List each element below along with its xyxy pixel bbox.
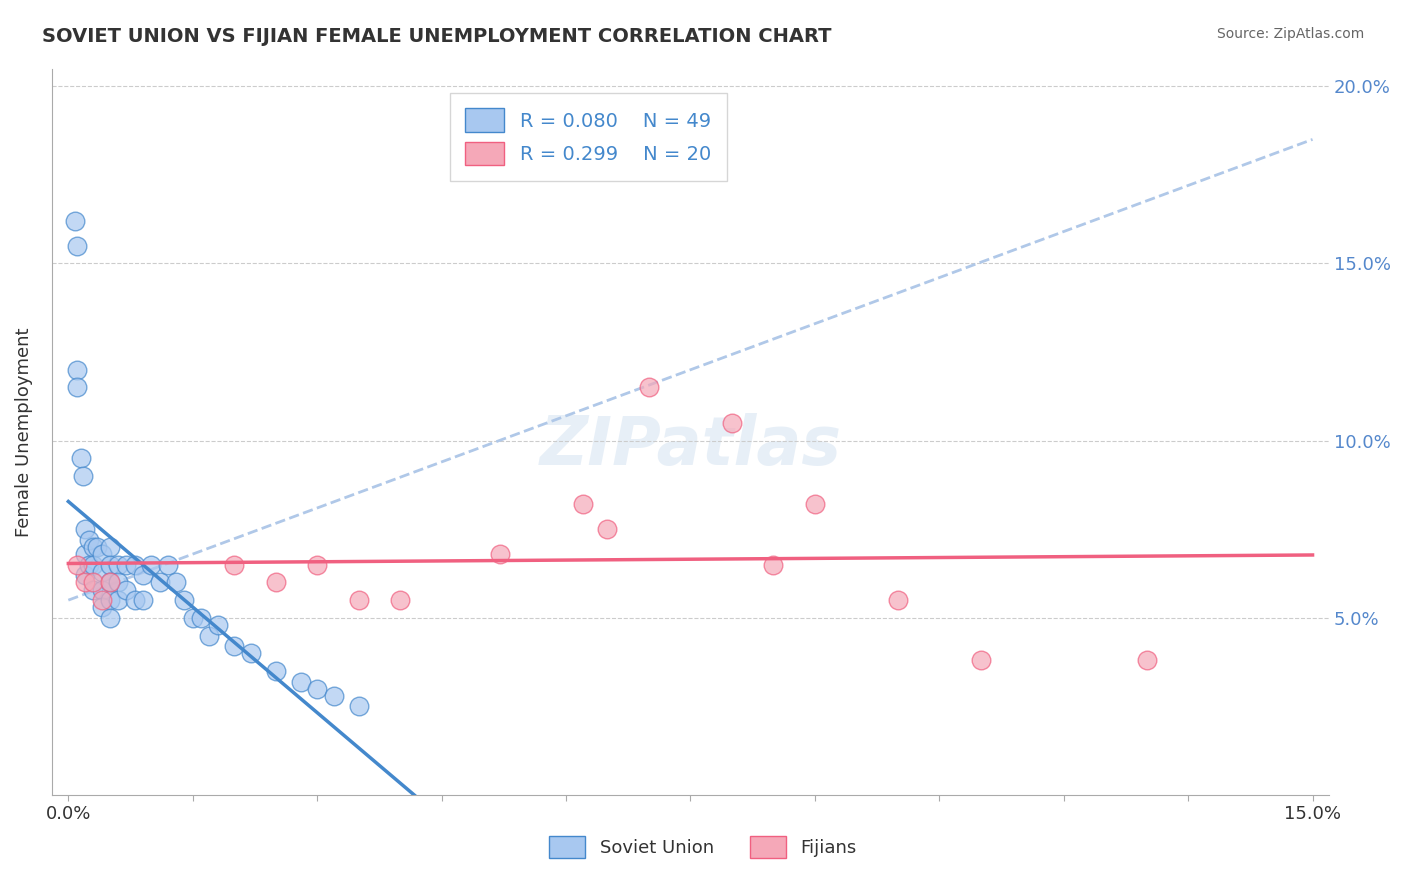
Point [107, 593, 129, 607]
Point [638, 380, 661, 394]
Point [181, 611, 204, 625]
Point [124, 593, 146, 607]
Point [63, 214, 86, 228]
Point [90, 547, 112, 561]
Point [98, 575, 121, 590]
Point [66, 363, 89, 377]
Point [224, 558, 246, 572]
Point [98, 575, 121, 590]
Point [307, 558, 329, 572]
Point [721, 416, 744, 430]
Point [264, 664, 287, 678]
Point [1136, 653, 1159, 667]
Point [124, 558, 146, 572]
Point [762, 558, 785, 572]
Point [98, 558, 121, 572]
Point [970, 653, 993, 667]
Point [66, 558, 89, 572]
Point [66, 380, 89, 394]
Point [98, 611, 121, 625]
Point [73, 568, 96, 582]
Point [488, 547, 510, 561]
Point [107, 558, 129, 572]
Point [77, 558, 100, 572]
Point [239, 646, 262, 660]
Point [77, 533, 100, 547]
Point [156, 558, 179, 572]
Point [804, 498, 827, 512]
Point [347, 593, 370, 607]
Legend: Soviet Union, Fijians: Soviet Union, Fijians [541, 829, 865, 865]
Point [141, 558, 163, 572]
Point [90, 593, 112, 607]
Point [347, 699, 370, 714]
Point [132, 593, 155, 607]
Point [98, 540, 121, 554]
Point [90, 600, 112, 615]
Point [207, 618, 229, 632]
Point [389, 593, 412, 607]
Text: ZIPatlas: ZIPatlas [540, 413, 841, 479]
Point [198, 629, 221, 643]
Point [73, 547, 96, 561]
Point [149, 575, 172, 590]
Point [264, 575, 287, 590]
Point [115, 582, 138, 597]
Y-axis label: Female Unemployment: Female Unemployment [15, 327, 32, 537]
Point [86, 540, 108, 554]
Point [322, 689, 344, 703]
Point [190, 611, 212, 625]
Point [82, 540, 104, 554]
Point [132, 568, 155, 582]
Point [107, 575, 129, 590]
Point [173, 593, 195, 607]
Point [571, 498, 593, 512]
Text: SOVIET UNION VS FIJIAN FEMALE UNEMPLOYMENT CORRELATION CHART: SOVIET UNION VS FIJIAN FEMALE UNEMPLOYME… [42, 27, 832, 45]
Text: Source: ZipAtlas.com: Source: ZipAtlas.com [1216, 27, 1364, 41]
Point [165, 575, 187, 590]
Point [66, 238, 89, 252]
Point [73, 575, 96, 590]
Point [73, 522, 96, 536]
Point [90, 565, 112, 579]
Point [307, 681, 329, 696]
Legend: R = 0.080    N = 49, R = 0.299    N = 20: R = 0.080 N = 49, R = 0.299 N = 20 [450, 93, 727, 181]
Point [98, 593, 121, 607]
Point [224, 639, 246, 653]
Point [90, 582, 112, 597]
Point [82, 582, 104, 597]
Point [72, 469, 94, 483]
Point [82, 558, 104, 572]
Point [69, 451, 91, 466]
Point [887, 593, 910, 607]
Point [290, 674, 312, 689]
Point [115, 558, 138, 572]
Point [82, 575, 104, 590]
Point [596, 522, 619, 536]
